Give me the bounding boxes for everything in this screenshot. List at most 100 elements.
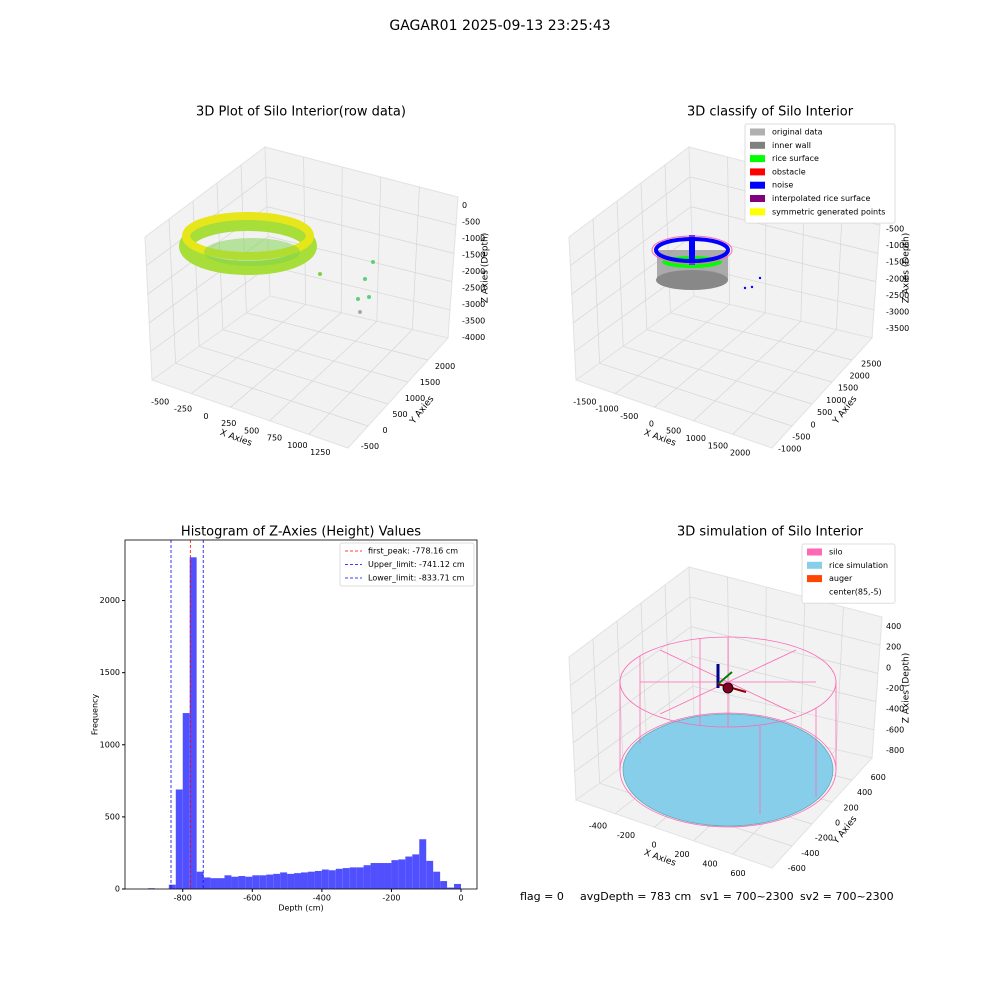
y-axis-label: Frequency [91,694,100,736]
x-tick-label: 500 [666,427,681,436]
x-tick-label: -250 [174,405,192,414]
bar [370,863,378,889]
y-tick-label: 2000 [849,372,869,381]
noise [689,235,695,265]
bar [419,839,427,889]
pane-grid [570,596,691,686]
y-tick-label: -1000 [778,445,801,454]
pane-grid [308,329,413,435]
x-tick-label: 750 [267,434,282,443]
bar [314,870,322,889]
legend-swatch [750,128,765,136]
y-tick-label: 500 [392,410,407,419]
z-axis-label: Z Axies (Depth) [481,233,491,304]
pane [574,295,873,449]
bar [301,872,308,889]
bar [273,873,281,889]
bar [203,877,211,889]
legend-label: first_peak: -778.16 cm [368,547,458,556]
pane-grid [640,602,648,750]
dot [371,260,375,264]
legend-swatch [750,168,765,176]
wall-bottom [656,270,728,290]
z-tick-label: -1000 [886,241,909,250]
pane-grid [571,206,692,295]
legend-box [801,543,896,604]
y-tick-label: 500 [105,812,120,821]
bar [321,869,329,889]
bar [189,557,197,889]
bar [342,868,350,889]
y-tick-label: -400 [801,849,819,858]
pane-grid [269,320,378,422]
x-tick-label: -800 [174,894,192,903]
silo-spoke [659,649,797,715]
y-tick-label: 1000 [826,396,846,405]
legend-swatch [807,561,822,569]
pane-grid [640,182,648,330]
legend-label: obstacle [772,167,806,176]
pane-grid [664,584,671,733]
pane-grid [732,329,837,435]
z-tick-label: -1000 [462,234,485,243]
legend-swatch [750,155,765,163]
x-tick-label: 1000 [287,441,307,450]
x-tick-label: 500 [244,426,259,435]
bar [245,876,253,889]
bar [224,875,232,889]
dot [758,276,762,280]
pane-grid [268,265,451,311]
legend-label: rice surface [772,154,819,163]
chart-title: Histogram of Z-Axies (Height) Values [181,525,421,540]
bar [182,713,190,889]
bar [280,872,288,889]
ring [651,235,733,265]
y-tick-label: 0 [835,819,840,828]
legend-swatch [807,575,822,583]
legend-swatch [750,141,765,149]
y-tick-label: 2000 [435,362,455,371]
legend-label: auger [829,574,853,583]
legend-label: original data [772,128,823,137]
pane-grid [614,304,730,394]
dot [356,297,360,301]
pane-grid [222,329,409,383]
plot-frame [124,539,478,890]
x-tick-label: 0 [458,894,463,903]
pane-grid [689,596,881,646]
status-text: sv1 = 700~2300 [700,890,794,903]
z-tick-label: -1500 [886,258,909,267]
legend-label: Upper_limit: -741.12 cm [368,560,465,569]
legend-swatch [750,208,765,216]
z-tick-label: -2000 [462,267,485,276]
legend-swatch [807,588,822,596]
bar [426,860,434,889]
rice-surface [622,713,834,827]
pane-grid [199,346,389,405]
bar [349,867,357,889]
dot [367,295,371,299]
x-tick-label: 250 [221,419,236,428]
y-tick-label: 1000 [100,740,120,749]
legend-label: interpolated rice surface [772,194,870,203]
y-tick-label: 0 [810,420,815,429]
legend-box [339,542,475,587]
bar [217,878,225,889]
bar [210,878,218,889]
z-tick-label: -3000 [462,300,485,309]
legend-label: noise [772,181,793,190]
legend-swatch [807,548,822,556]
bar [238,876,246,889]
surface [204,238,300,266]
bar [335,868,343,889]
z-tick-label: -600 [886,725,904,734]
bar [363,865,371,889]
x-tick-label: 0 [651,840,656,849]
z-tick-label: -2500 [886,291,909,300]
z-tick-label: -2500 [462,284,485,293]
bar [447,887,455,889]
y-tick-label: 200 [843,803,858,812]
bar [294,873,301,889]
pane-grid [571,626,692,715]
